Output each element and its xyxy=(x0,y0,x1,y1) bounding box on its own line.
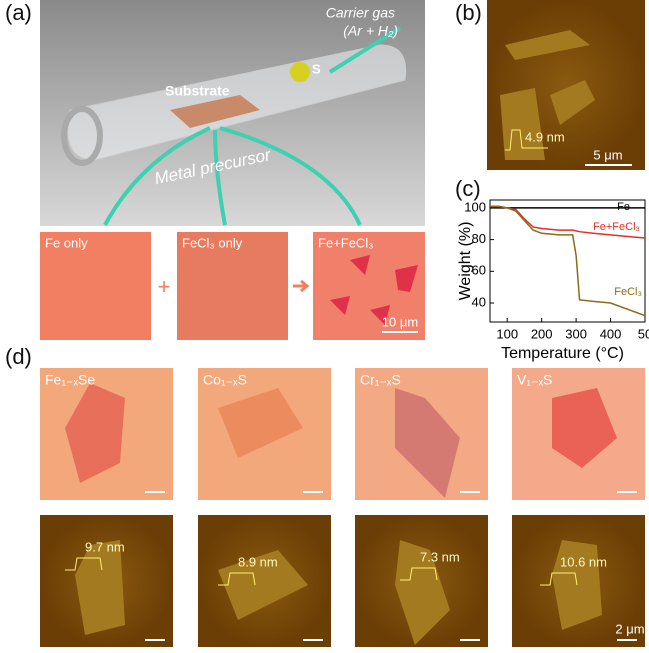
height-label: 7.3 nm xyxy=(420,549,460,564)
flake xyxy=(395,388,460,498)
precursor-arrows xyxy=(103,126,362,226)
flake xyxy=(65,383,125,483)
sulfur-label: S xyxy=(312,61,321,76)
scale-bar-label: 2 μm xyxy=(615,621,644,636)
image-label: Fe only xyxy=(45,235,88,250)
series-label: Fe+FeCl₃ xyxy=(593,221,640,233)
y-axis-label: Weight (%) xyxy=(457,222,474,301)
material-label: V₁₋ₓS xyxy=(517,372,552,388)
flakes xyxy=(500,30,595,160)
height-profile xyxy=(400,567,438,581)
height-profile xyxy=(65,557,103,571)
y-tick-label: 60 xyxy=(472,263,486,278)
flakes xyxy=(330,255,418,325)
series-label: FeCl₃ xyxy=(614,286,642,298)
material-label: Co₁₋ₓS xyxy=(203,372,247,388)
x-tick-label: 200 xyxy=(531,326,553,341)
y-tick-label: 100 xyxy=(464,199,486,214)
plot-frame xyxy=(489,199,646,323)
flake xyxy=(395,540,450,645)
height-profile xyxy=(505,129,548,151)
panel-label: (b) xyxy=(455,0,482,25)
carrier-gas: Carrier gas xyxy=(326,5,395,21)
chart: 40 60 80 100 100 200 300 400 50 Temperature (°C) W… xyxy=(457,199,649,362)
height-label: 4.9 nm xyxy=(525,129,565,144)
flake xyxy=(552,388,617,468)
plus: + xyxy=(158,274,171,299)
flake xyxy=(75,540,125,635)
series-line xyxy=(490,205,646,317)
series-label: Fe xyxy=(617,201,630,213)
flake xyxy=(218,388,303,458)
material-label: Fe₁₋ₓSe xyxy=(45,372,95,388)
height-label: 8.9 nm xyxy=(238,554,278,569)
substrate-label: Substrate xyxy=(165,83,230,99)
panel-d: Fe₁₋ₓSe 9.7 nm Co₁₋ₓS 8.9 nm Cr₁₋ₓS 7.3 nm V₁₋… xyxy=(40,368,645,647)
height-profile xyxy=(540,572,578,586)
image-label: FeCl₃ only xyxy=(182,235,243,250)
sulfur xyxy=(290,62,310,82)
substrate xyxy=(170,95,260,128)
x-axis-label: Temperature (°C) xyxy=(501,345,624,362)
height-label: 10.6 nm xyxy=(560,554,607,569)
height-label: 9.7 nm xyxy=(85,539,125,554)
x-tick-label: 300 xyxy=(565,326,587,341)
flake xyxy=(218,550,308,620)
optical-image xyxy=(40,232,151,340)
gas-mix: (Ar + H₂) xyxy=(343,23,398,39)
gas-arrow xyxy=(328,26,402,74)
height-profile xyxy=(218,572,256,586)
x-tick-label: 50 xyxy=(638,326,649,341)
scale-bar-label: 5 μm xyxy=(593,147,622,162)
optical-image xyxy=(177,232,288,340)
y-tick-label: 40 xyxy=(472,294,486,309)
material-label: Cr₁₋ₓS xyxy=(360,372,401,388)
arrow xyxy=(293,279,310,293)
scale-bar-label: 10 μm xyxy=(382,314,418,329)
panel-label: (a) xyxy=(5,0,32,25)
tube-end xyxy=(61,106,103,166)
y-tick-label: 80 xyxy=(472,231,486,246)
panel-label: (c) xyxy=(455,176,481,201)
x-tick-label: 400 xyxy=(600,326,622,341)
image-label: Fe+FeCl₃ xyxy=(318,235,374,250)
panel-label: (d) xyxy=(5,344,32,369)
x-tick-label: 100 xyxy=(496,326,518,341)
